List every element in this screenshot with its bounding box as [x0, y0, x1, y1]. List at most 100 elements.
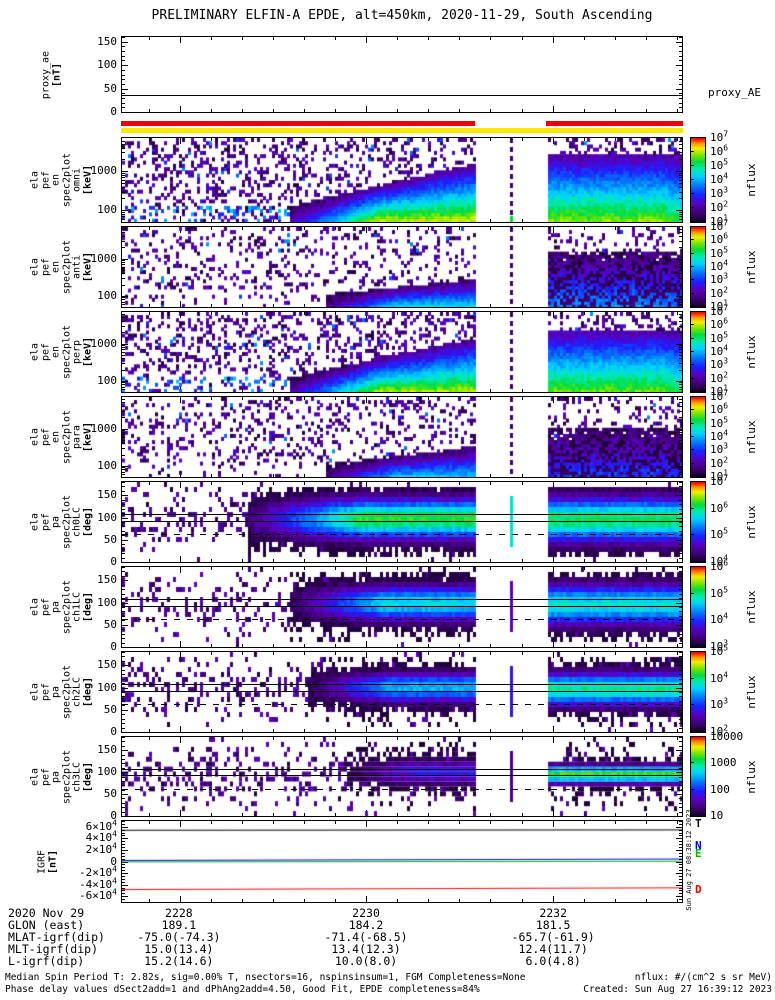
y-axis-tick — [679, 399, 682, 400]
y-axis-tick — [122, 549, 125, 550]
x-axis-tick — [397, 109, 398, 112]
y-axis-tick — [679, 589, 682, 590]
ylabel-unit: [deg] — [82, 676, 93, 708]
y-axis-tick — [679, 443, 682, 444]
colorbar-tick — [690, 409, 694, 410]
y-axis-tick — [679, 759, 682, 760]
colorbar-tick — [690, 391, 694, 392]
y-axis-tick — [679, 345, 682, 346]
colorbar-canvas-en_perp — [691, 312, 705, 392]
y-axis-tick — [679, 755, 682, 756]
colorbar-tick-label: 107 — [710, 388, 729, 403]
y-axis-tick — [122, 187, 125, 188]
ephemeris-value: 15.2(14.6) — [144, 954, 214, 968]
y-axis-tick — [679, 198, 682, 199]
x-axis-tick — [304, 109, 305, 112]
y-axis-tick — [122, 75, 125, 76]
y-axis-tick — [122, 430, 125, 431]
y-axis-tick — [679, 634, 682, 635]
panel-en_anti — [121, 226, 683, 308]
exponent: 7 — [723, 218, 729, 228]
y-axis-tick — [122, 495, 128, 496]
time-tick-label: 2230 — [352, 906, 380, 920]
y-axis-tick — [122, 180, 125, 181]
yellow-status-bar — [121, 128, 683, 133]
colorbar-tick — [690, 476, 694, 477]
y-axis-tick — [122, 384, 125, 385]
exponent: 3 — [723, 356, 729, 366]
colorbar-tick — [690, 593, 694, 594]
colorbar-tick — [690, 266, 694, 267]
colorbar-tick-label: 107 — [710, 303, 729, 318]
y-axis-tick — [679, 448, 682, 449]
colorbar-tick — [690, 561, 694, 562]
y-axis-tick — [679, 332, 682, 333]
x-axis-tick — [180, 106, 181, 112]
y-axis-tick — [679, 285, 682, 286]
y-axis-tick — [122, 553, 125, 554]
colorbar-unit-label: nflux — [744, 675, 758, 709]
exponent: 4 — [723, 670, 729, 680]
y-tick-label: 0 — [110, 855, 117, 868]
ylabel-line: pa — [50, 770, 62, 783]
y-axis-tick — [679, 674, 682, 675]
y-axis-tick — [122, 466, 128, 467]
colorbar-tick-label: 105 — [710, 245, 729, 260]
spectrogram-canvas-pa_ch2lc — [122, 652, 682, 732]
colorbar-tick-label: 102 — [710, 199, 729, 214]
y-axis-tick — [676, 429, 682, 430]
y-axis-tick — [679, 486, 682, 487]
y-axis-tick — [122, 152, 125, 153]
x-axis-tick — [459, 37, 460, 40]
panel-pa_ch1lc — [121, 566, 683, 648]
y-axis-tick — [122, 785, 125, 786]
exponent: 6 — [723, 231, 729, 241]
colorbar-tick-label: 101 — [710, 298, 729, 313]
y-axis-tick — [122, 171, 128, 172]
y-tick-label: 150 — [97, 743, 117, 756]
y-axis-tick — [679, 746, 682, 747]
y-axis-tick — [679, 576, 682, 577]
y-axis-tick — [122, 472, 125, 473]
ylabel-line: ela — [29, 427, 41, 447]
y-axis-tick — [122, 183, 125, 184]
colorbar-tick-label: 101 — [710, 213, 729, 228]
y-axis-tick — [122, 299, 125, 300]
colorbar-canvas-en_anti — [691, 227, 705, 307]
y-axis-tick — [679, 273, 682, 274]
y-axis-tick — [122, 665, 128, 666]
y-axis-tick — [122, 540, 128, 541]
exponent: 7 — [723, 388, 729, 398]
ylabel-line: ch1LC — [71, 591, 83, 623]
y-axis-tick — [679, 812, 682, 813]
panel-pa_ch3lc — [121, 736, 683, 817]
y-axis-tick — [676, 603, 682, 604]
y-axis-tick — [679, 93, 682, 94]
y-axis-tick — [122, 777, 125, 778]
y-axis-tick — [122, 803, 125, 804]
colorbar-unit-label: nflux — [744, 420, 758, 454]
y-axis-tick — [679, 531, 682, 532]
y-axis-tick — [122, 571, 125, 572]
y-axis-tick — [122, 522, 125, 523]
y-axis-tick — [679, 317, 682, 318]
y-axis-tick — [679, 652, 682, 653]
y-axis-tick — [122, 440, 125, 441]
y-tick-label: 150 — [97, 35, 117, 48]
colorbar-tick-label: 101 — [710, 383, 729, 398]
x-axis-tick — [553, 37, 554, 43]
y-axis-tick — [122, 620, 125, 621]
y-axis-tick — [122, 755, 125, 756]
x-axis-tick — [180, 37, 181, 43]
y-axis-tick — [122, 634, 125, 635]
y-axis-tick — [122, 270, 125, 271]
y-axis-tick — [122, 816, 128, 817]
colorbar-tick-label: 104 — [710, 428, 729, 443]
y-axis-tick — [122, 56, 125, 57]
colorbar-tick-label: 105 — [710, 330, 729, 345]
y-axis-tick — [122, 719, 125, 720]
y-axis-tick — [679, 267, 682, 268]
y-axis-tick — [122, 705, 125, 706]
y-axis-tick — [122, 98, 125, 99]
y-axis-tick — [122, 594, 125, 595]
